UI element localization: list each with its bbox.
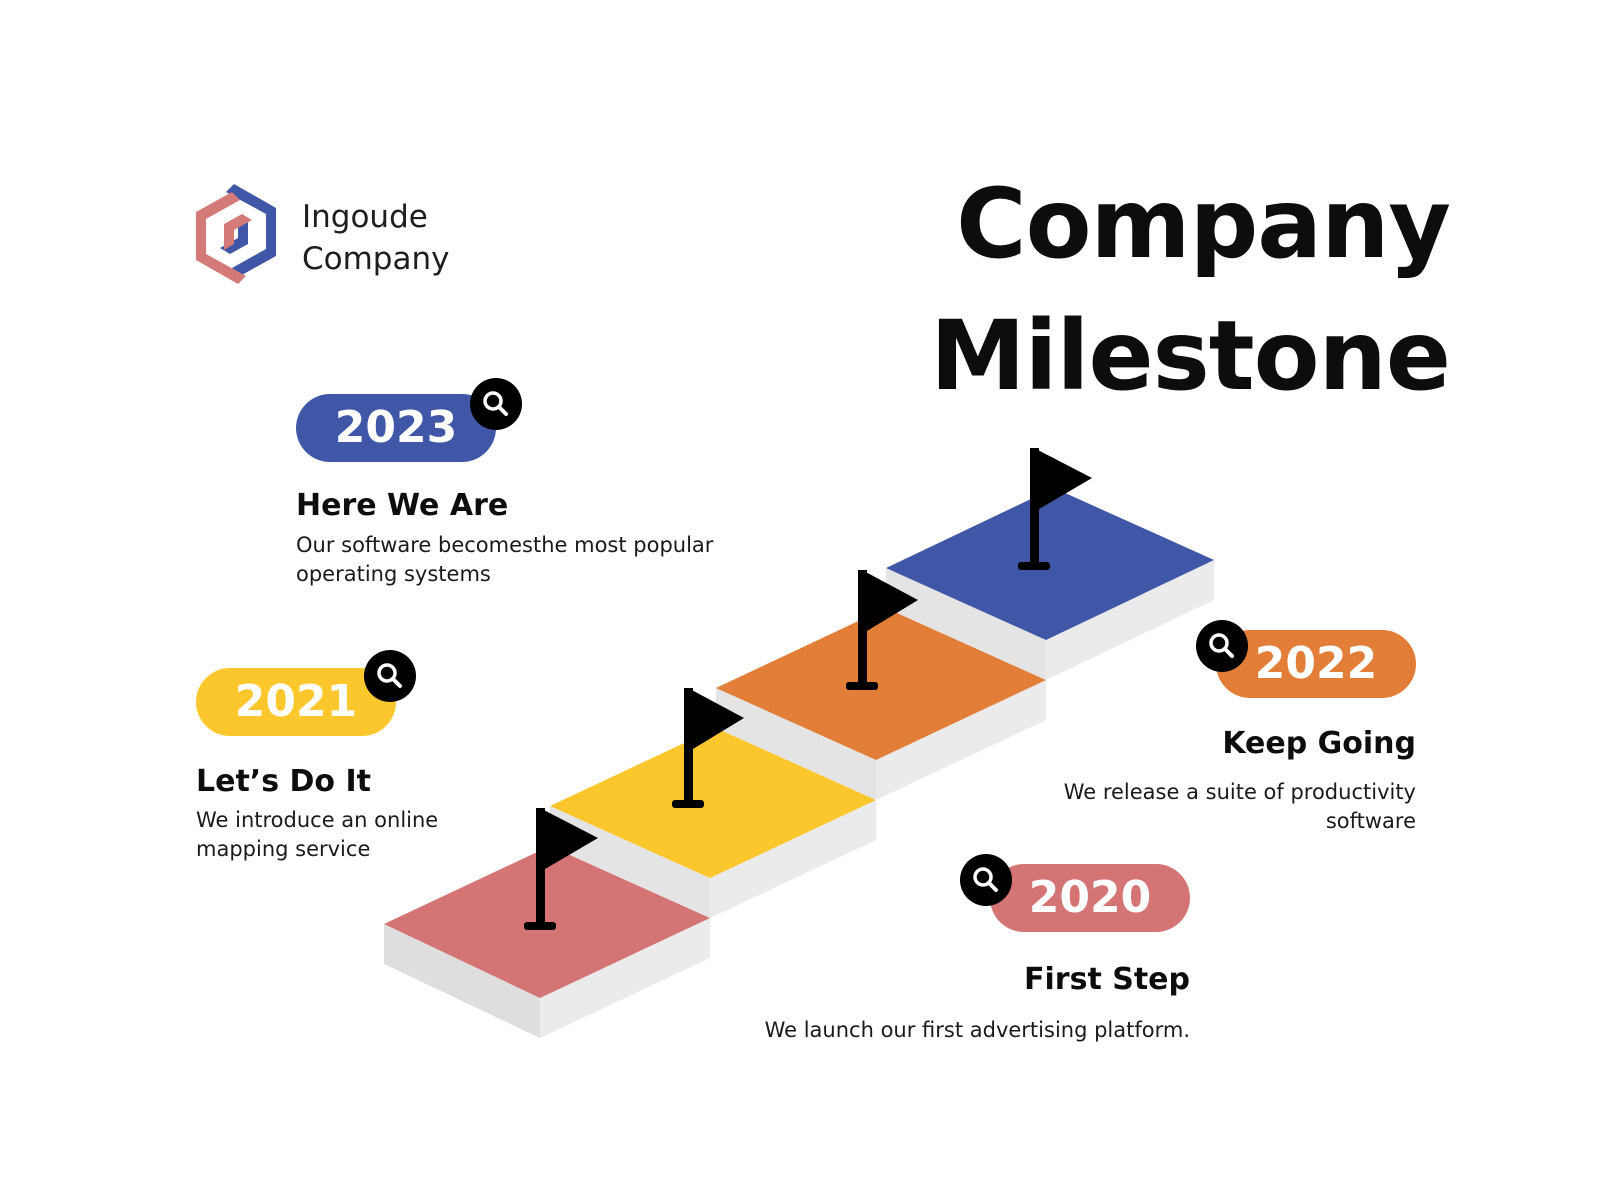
page-title: Company Milestone (930, 158, 1451, 422)
year-label-2022: 2022 (1254, 638, 1378, 689)
milestone-heading-2020: First Step (1024, 962, 1190, 997)
search-icon (377, 663, 402, 688)
step-2020-side-right (540, 918, 710, 1038)
riser-2 (716, 688, 876, 800)
flag-icon (1018, 448, 1092, 570)
year-badge-2021: 2021 (196, 668, 396, 736)
search-icon (973, 867, 998, 892)
milestone-description-2023: Our software becomesthe most popular ope… (296, 533, 714, 586)
company-name-line2: Company (302, 241, 450, 277)
milestone-description-2022: We release a suite of productivity softw… (1063, 780, 1416, 833)
search-button-2023[interactable] (470, 378, 522, 430)
milestone-description-2020: We launch our first advertising platform… (764, 1018, 1190, 1042)
step-2021-top (550, 728, 876, 878)
page-title-line2: Milestone (930, 300, 1451, 412)
year-label-2020: 2020 (1028, 872, 1152, 923)
logo-red-half (196, 192, 246, 284)
hexagon-logo-icon (196, 184, 276, 284)
step-2023-top (886, 488, 1214, 640)
year-badge-2020: 2020 (990, 864, 1190, 932)
flag-icon (672, 688, 744, 808)
page-title-line1: Company (956, 168, 1451, 280)
logo-red-inner (224, 214, 252, 250)
year-badge-2023: 2023 (296, 394, 496, 462)
step-2020-side-left (384, 924, 540, 1038)
search-icon (1209, 633, 1234, 658)
step-2022-side-right (876, 680, 1046, 800)
milestone-heading-2022: Keep Going (1222, 726, 1416, 761)
flag-icon (846, 570, 918, 690)
step-2022 (716, 608, 1046, 800)
milestone-description-2021: We introduce an online mapping service (196, 808, 439, 861)
search-button-2022[interactable] (1196, 620, 1248, 672)
company-name: Ingoude Company (302, 196, 449, 280)
step-2023 (886, 488, 1214, 680)
year-badge-2022: 2022 (1216, 630, 1416, 698)
company-logo (186, 178, 286, 290)
company-name-line1: Ingoude (302, 199, 428, 235)
search-icon (483, 391, 508, 416)
step-2021 (550, 728, 876, 918)
step-2021-side-right (710, 800, 876, 918)
riser-3 (886, 568, 1046, 680)
milestone-heading-2023: Here We Are (296, 488, 509, 523)
logo-blue-half (226, 184, 276, 276)
search-button-2021[interactable] (364, 650, 416, 702)
search-button-2020[interactable] (960, 854, 1012, 906)
step-2023-side-right (1046, 560, 1214, 680)
year-label-2023: 2023 (334, 402, 458, 453)
flag-icon (524, 808, 598, 930)
year-label-2021: 2021 (234, 676, 358, 727)
milestone-heading-2021: Let’s Do It (196, 764, 371, 799)
step-2022-top (716, 608, 1046, 760)
